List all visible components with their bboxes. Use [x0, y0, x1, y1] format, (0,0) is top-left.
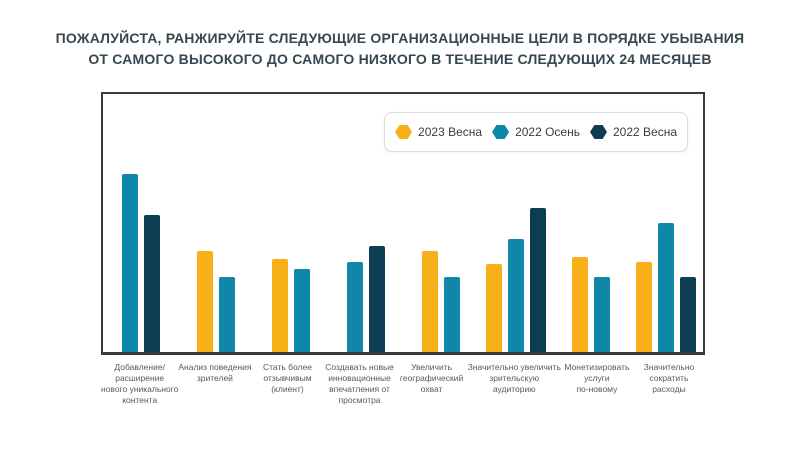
- bar-group: [628, 94, 703, 352]
- legend-item-label: 2022 Осень: [515, 125, 580, 139]
- bar: [218, 277, 235, 352]
- bar: [271, 259, 288, 352]
- bar: [293, 269, 310, 352]
- bar: [346, 261, 363, 352]
- chart-title: ПОЖАЛУЙСТА, РАНЖИРУЙТЕ СЛЕДУЮЩИЕ ОРГАНИЗ…: [55, 30, 745, 67]
- bar: [443, 277, 460, 352]
- legend-marker-hexagon-icon: [395, 125, 413, 139]
- bar-group: [553, 94, 628, 352]
- legend-marker-hexagon-icon: [589, 125, 607, 139]
- plot-area: 2023 Весна 2022 Осень 2022 Весна: [101, 92, 705, 355]
- category-label: Значительно увеличить зрительскую аудито…: [467, 362, 561, 395]
- category-label: Стать более отзывчивым (клиент): [262, 362, 312, 395]
- bar-group: [103, 94, 178, 352]
- legend-item: 2022 Весна: [589, 125, 677, 139]
- bar: [421, 251, 438, 352]
- category-label: Анализ поведения зрителей: [178, 362, 252, 384]
- bar-group: [403, 94, 478, 352]
- bars-container: [103, 94, 703, 352]
- bar: [368, 246, 385, 352]
- legend-item-label: 2023 Весна: [418, 125, 483, 139]
- bar: [529, 207, 546, 352]
- bar: [507, 238, 524, 352]
- legend-item: 2022 Осень: [492, 125, 580, 139]
- category-label: Создавать новые инновационные впечатлени…: [325, 362, 394, 406]
- bar: [593, 277, 610, 352]
- category-label: Монетизировать услуги по-новому: [564, 362, 630, 395]
- bar: [121, 174, 138, 352]
- category-label: Добавление/ расширение нового уникальног…: [101, 362, 179, 406]
- category-label: Увеличить географический охват: [399, 362, 464, 395]
- bar-group: [478, 94, 553, 352]
- bar-group: [178, 94, 253, 352]
- bar: [196, 251, 213, 352]
- category-label: Значительно сократить расходы: [643, 362, 695, 395]
- legend-item: 2023 Весна: [395, 125, 482, 139]
- bar: [571, 256, 588, 352]
- bar: [143, 215, 160, 352]
- chart-legend: 2023 Весна 2022 Осень 2022 Весна: [384, 112, 688, 152]
- legend-marker-hexagon-icon: [492, 125, 510, 139]
- category-axis-labels: Добавление/ расширение нового уникальног…: [101, 362, 705, 406]
- bar-group: [328, 94, 403, 352]
- bar-group: [253, 94, 328, 352]
- bar: [657, 223, 674, 352]
- legend-item-label: 2022 Весна: [612, 125, 677, 139]
- bar: [485, 264, 502, 352]
- bar: [635, 261, 652, 352]
- bar: [679, 277, 696, 352]
